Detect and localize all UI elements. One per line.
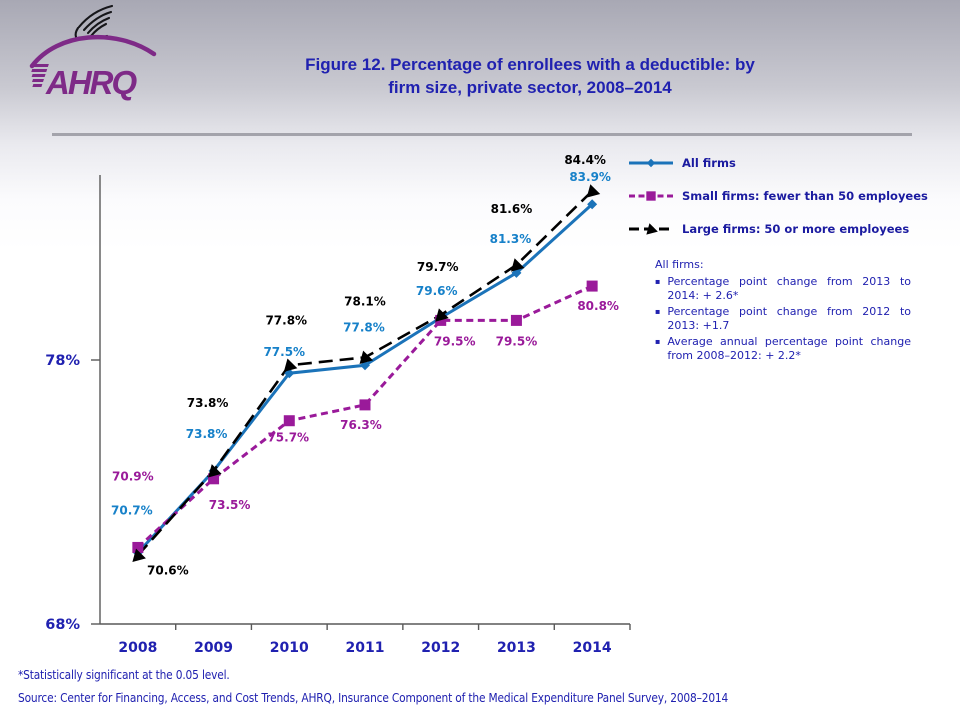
header-separator-line — [52, 133, 912, 136]
bullet-icon: ▪ — [655, 306, 661, 316]
data-label: 81.3% — [490, 232, 532, 246]
annotation-box: All firms: ▪ Percentage point change fro… — [655, 258, 911, 365]
significance-footnote: *Statistically significant at the 0.05 l… — [18, 667, 230, 682]
x-axis-year-label: 2014 — [573, 640, 612, 656]
data-point-square — [208, 473, 220, 485]
line-chart: 78% 68% 2008 2009 2010 2011 2012 2013 2014 70.7% 7… — [45, 153, 631, 656]
annotation-heading: All firms: — [655, 258, 704, 271]
data-label: 76.3% — [340, 418, 382, 432]
header-gradient-band — [0, 0, 960, 250]
data-point-square — [510, 314, 522, 326]
data-label: 73.8% — [187, 396, 229, 410]
ahrq-logo-graphic: AHRQ — [29, 4, 157, 101]
data-label: 73.8% — [186, 427, 228, 441]
data-label: 70.6% — [147, 563, 189, 577]
data-point-square — [283, 415, 295, 427]
data-label: 81.6% — [491, 202, 533, 216]
data-label: 79.5% — [434, 334, 476, 348]
data-label: 78.1% — [344, 294, 386, 308]
legend-label-large-firms: Large firms: 50 or more employees — [682, 222, 910, 236]
data-label: 79.5% — [496, 334, 538, 348]
source-citation: Source: Center for Financing, Access, an… — [18, 690, 729, 705]
legend-label-small-firms: Small firms: fewer than 50 employees — [682, 189, 928, 203]
data-label: 70.9% — [112, 469, 154, 483]
data-point-triangle — [283, 358, 298, 372]
data-point-square — [586, 280, 598, 292]
y-tick-label: 78% — [45, 353, 80, 369]
data-point-triangle — [510, 258, 525, 272]
y-tick-label: 68% — [45, 617, 80, 633]
page-title-line1: Figure 12. Percentage of enrollees with … — [305, 55, 755, 74]
page-title: Figure 12. Percentage of enrollees with … — [150, 53, 910, 99]
legend-item-small-firms: Small firms: fewer than 50 employees — [628, 189, 948, 203]
data-point-triangle — [586, 184, 601, 198]
data-point-diamond — [587, 199, 598, 210]
data-label: 77.8% — [343, 320, 385, 334]
data-point-square — [435, 314, 447, 326]
data-label: 75.7% — [267, 431, 309, 445]
bullet-icon: ▪ — [655, 276, 661, 286]
ahrq-logo-text: AHRQ — [45, 64, 137, 101]
data-label: 80.8% — [577, 299, 619, 313]
data-label: 77.5% — [263, 345, 305, 359]
ahrq-logo-arc — [29, 34, 157, 69]
x-axis-year-label: 2011 — [346, 640, 385, 656]
data-point-triangle — [132, 548, 146, 563]
bullet-icon: ▪ — [655, 336, 661, 346]
data-label: 70.7% — [111, 504, 153, 518]
data-label: 79.7% — [417, 260, 459, 274]
data-point-triangle — [359, 350, 374, 365]
x-axis-year-label: 2010 — [270, 640, 309, 656]
legend-swatch-large-firms — [629, 223, 673, 235]
annotation-bullet-3: ▪ Average annual percentage point change… — [655, 334, 911, 363]
x-axis-year-label: 2009 — [194, 640, 233, 656]
x-axis-year-label: 2012 — [421, 640, 460, 656]
chart-legend: All firms Small firms: fewer than 50 emp… — [628, 156, 948, 236]
data-point-triangle — [646, 223, 658, 235]
data-point-square — [646, 191, 656, 201]
hhs-eagle-icon — [74, 4, 114, 39]
data-point-square — [359, 399, 371, 411]
legend-swatch-small-firms — [629, 191, 673, 201]
data-label: 79.6% — [416, 284, 458, 298]
data-label: 73.5% — [209, 498, 251, 512]
ahrq-logo: AHRQ — [28, 2, 160, 108]
page-title-line2: firm size, private sector, 2008–2014 — [388, 78, 672, 97]
x-axis-year-label: 2008 — [118, 640, 157, 656]
data-label: 77.8% — [265, 313, 307, 327]
annotation-bullet-1: ▪ Percentage point change from 2013 to 2… — [655, 274, 911, 303]
x-axis-year-label: 2013 — [497, 640, 536, 656]
data-point-triangle — [435, 308, 449, 322]
ahrq-logo-stripes — [30, 64, 49, 87]
data-point-triangle — [208, 464, 222, 478]
annotation-bullet-2: ▪ Percentage point change from 2012 to 2… — [655, 304, 911, 333]
legend-item-large-firms: Large firms: 50 or more employees — [628, 222, 948, 236]
legend-label-all-firms: All firms — [682, 156, 736, 170]
annotation-list: ▪ Percentage point change from 2013 to 2… — [655, 275, 911, 364]
data-point-square — [132, 541, 144, 553]
data-point-diamond — [646, 158, 656, 168]
data-label: 83.9% — [569, 170, 611, 184]
legend-swatch-all-firms — [629, 158, 673, 168]
legend-item-all-firms: All firms — [628, 156, 948, 170]
data-label: 84.4% — [564, 153, 606, 167]
